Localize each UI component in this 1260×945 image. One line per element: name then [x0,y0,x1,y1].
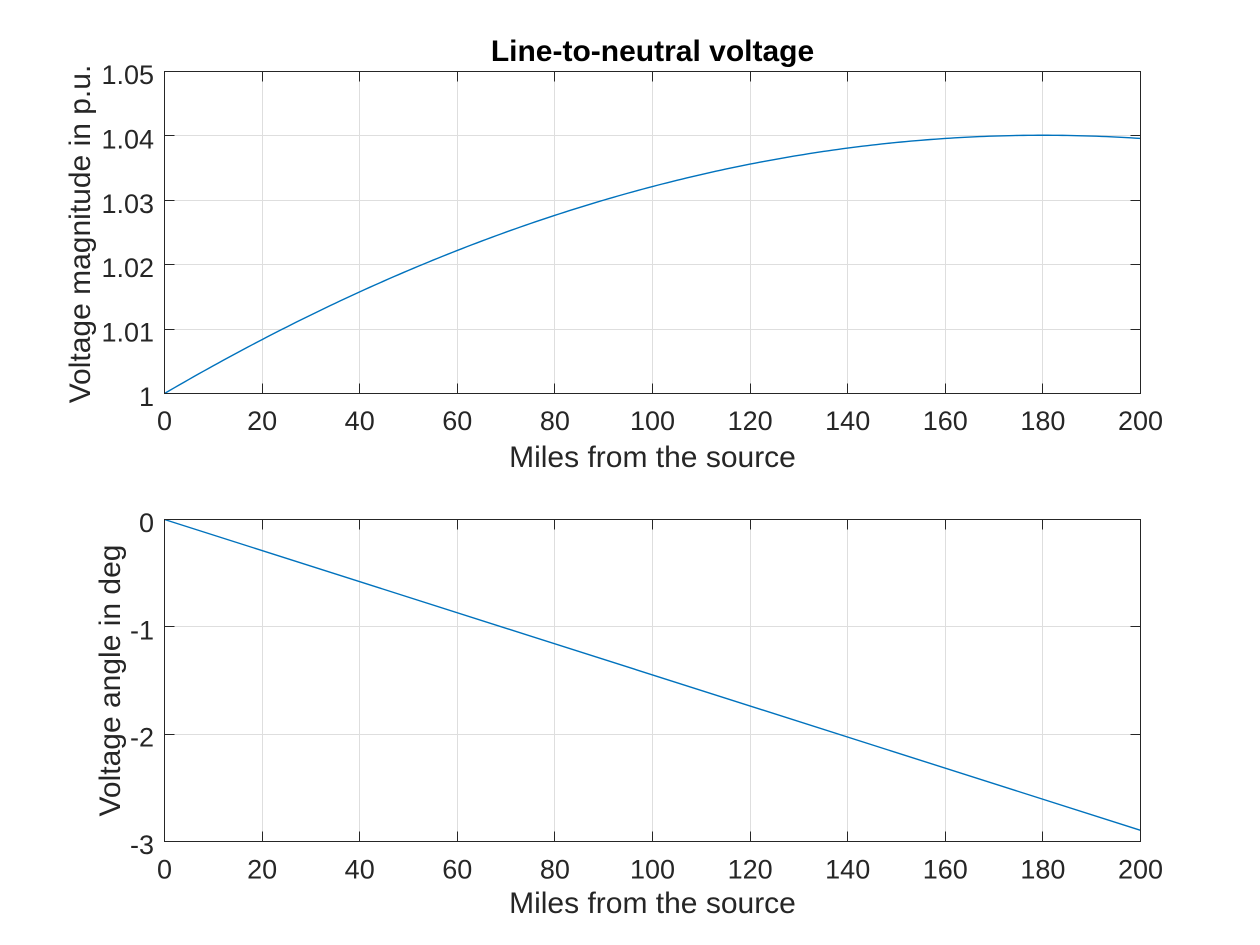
svg-text:20: 20 [247,855,277,885]
svg-text:40: 40 [345,855,375,885]
svg-text:1: 1 [139,382,154,412]
svg-text:0: 0 [157,855,172,885]
svg-text:100: 100 [630,855,675,885]
svg-text:180: 180 [1020,406,1065,436]
svg-text:1.02: 1.02 [101,253,154,283]
svg-text:60: 60 [442,855,472,885]
svg-text:200: 200 [1118,406,1163,436]
svg-text:40: 40 [345,406,375,436]
svg-text:0: 0 [157,406,172,436]
svg-text:-3: -3 [130,830,154,860]
svg-text:1.05: 1.05 [101,60,154,90]
svg-text:140: 140 [825,855,870,885]
svg-text:Miles from the source: Miles from the source [509,441,796,474]
svg-text:160: 160 [923,855,968,885]
svg-text:1.04: 1.04 [101,124,154,154]
svg-text:1.01: 1.01 [101,318,154,348]
svg-text:80: 80 [540,855,570,885]
svg-text:160: 160 [923,406,968,436]
svg-text:Miles from the source: Miles from the source [509,887,796,920]
svg-text:180: 180 [1020,855,1065,885]
svg-text:60: 60 [442,406,472,436]
svg-text:Line-to-neutral voltage: Line-to-neutral voltage [491,35,814,68]
svg-text:-2: -2 [130,723,154,753]
svg-text:80: 80 [540,406,570,436]
svg-text:-1: -1 [130,615,154,645]
svg-text:140: 140 [825,406,870,436]
svg-text:100: 100 [630,406,675,436]
svg-text:120: 120 [728,406,773,436]
svg-text:20: 20 [247,406,277,436]
svg-text:1.03: 1.03 [101,189,154,219]
svg-text:120: 120 [728,855,773,885]
svg-text:Voltage magnitude in p.u.: Voltage magnitude in p.u. [64,65,97,404]
svg-text:200: 200 [1118,855,1163,885]
svg-text:Voltage angle in deg: Voltage angle in deg [94,545,127,817]
svg-text:0: 0 [139,508,154,538]
